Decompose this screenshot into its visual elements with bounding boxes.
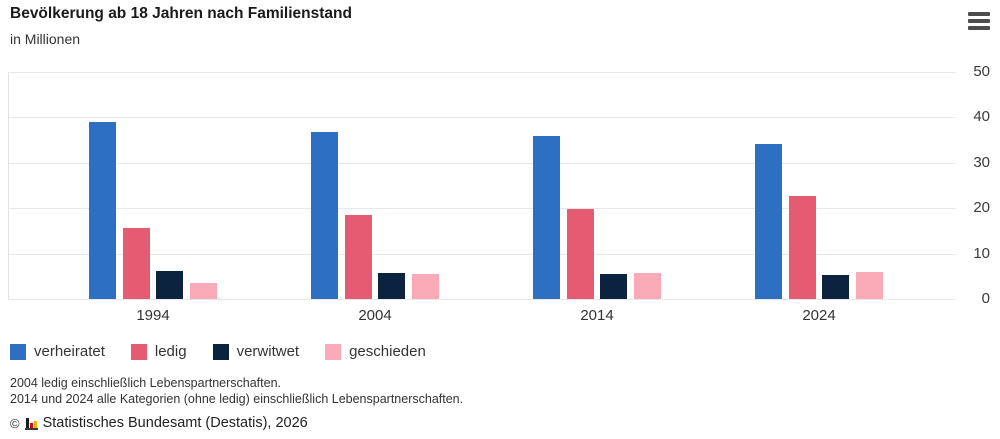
menu-bar <box>968 19 990 23</box>
gridline-y-30 <box>8 163 956 164</box>
gridline-y-10 <box>8 254 956 255</box>
bar-geschieden-1994[interactable] <box>190 282 217 299</box>
legend-label: geschieden <box>349 343 426 360</box>
gridline-y-50 <box>8 72 956 73</box>
bar-ledig-2024[interactable] <box>789 196 816 299</box>
y-axis-tick-label-40: 40 <box>973 108 990 125</box>
y-axis-tick-label-0: 0 <box>981 290 990 307</box>
legend-item-verheiratet[interactable]: verheiratet <box>10 343 105 360</box>
legend-swatch-geschieden <box>325 343 342 360</box>
source-line: © Statistisches Bundesamt (Destatis), 20… <box>10 415 308 431</box>
menu-bar <box>968 26 990 30</box>
bar-verwitwet-1994[interactable] <box>156 271 183 299</box>
chart-unit-label: in Millionen <box>10 31 81 47</box>
bar-verwitwet-2024[interactable] <box>822 274 849 299</box>
x-axis-label-2024: 2024 <box>802 307 836 324</box>
footnote-line: 2004 ledig einschließlich Lebenspartners… <box>10 376 282 390</box>
destatis-logo-icon <box>24 417 38 430</box>
legend-label: ledig <box>154 343 187 360</box>
legend-label: verheiratet <box>34 343 105 360</box>
y-axis-tick-label-50: 50 <box>973 63 990 80</box>
y-axis-line <box>8 72 9 299</box>
legend-item-verwitwet[interactable]: verwitwet <box>212 343 300 360</box>
source-text: Statistisches Bundesamt (Destatis), 2026 <box>42 415 308 431</box>
bar-geschieden-2014[interactable] <box>634 273 661 299</box>
bar-verheiratet-2014[interactable] <box>533 136 560 299</box>
x-axis-label-1994: 1994 <box>136 307 170 324</box>
y-axis-tick-label-30: 30 <box>973 154 990 171</box>
menu-bar <box>968 12 990 16</box>
bar-verheiratet-1994[interactable] <box>89 121 116 299</box>
legend-label: verwitwet <box>236 343 300 360</box>
page-title: Bevölkerung ab 18 Jahren nach Familienst… <box>10 5 352 22</box>
bar-ledig-2004[interactable] <box>345 214 372 299</box>
bar-verwitwet-2014[interactable] <box>600 274 627 299</box>
bar-verheiratet-2024[interactable] <box>755 143 782 299</box>
legend-item-ledig[interactable]: ledig <box>130 343 187 360</box>
bar-geschieden-2004[interactable] <box>412 274 439 299</box>
chart-footnotes: 2004 ledig einschließlich Lebenspartners… <box>10 375 463 407</box>
y-axis-tick-label-20: 20 <box>973 199 990 216</box>
x-axis-label-2004: 2004 <box>358 307 392 324</box>
bar-verheiratet-2004[interactable] <box>311 132 338 299</box>
bar-ledig-2014[interactable] <box>567 208 594 299</box>
footnote-line: 2014 und 2024 alle Kategorien (ohne ledi… <box>10 392 464 406</box>
bar-verwitwet-2004[interactable] <box>378 272 405 299</box>
gridline-y-0 <box>8 299 956 300</box>
bar-ledig-1994[interactable] <box>123 228 150 299</box>
gridline-y-40 <box>8 117 956 118</box>
legend-item-geschieden[interactable]: geschieden <box>325 343 426 360</box>
x-axis-label-2014: 2014 <box>580 307 614 324</box>
legend-swatch-verwitwet <box>212 343 229 360</box>
chart-legend: verheiratet ledig verwitwet geschieden <box>10 343 426 360</box>
copyright-symbol: © <box>10 415 20 431</box>
hamburger-menu-icon[interactable] <box>968 12 990 30</box>
legend-swatch-ledig <box>130 343 147 360</box>
y-axis-tick-label-10: 10 <box>973 245 990 262</box>
gridline-y-20 <box>8 208 956 209</box>
legend-swatch-verheiratet <box>10 343 26 360</box>
bar-geschieden-2024[interactable] <box>856 272 883 299</box>
